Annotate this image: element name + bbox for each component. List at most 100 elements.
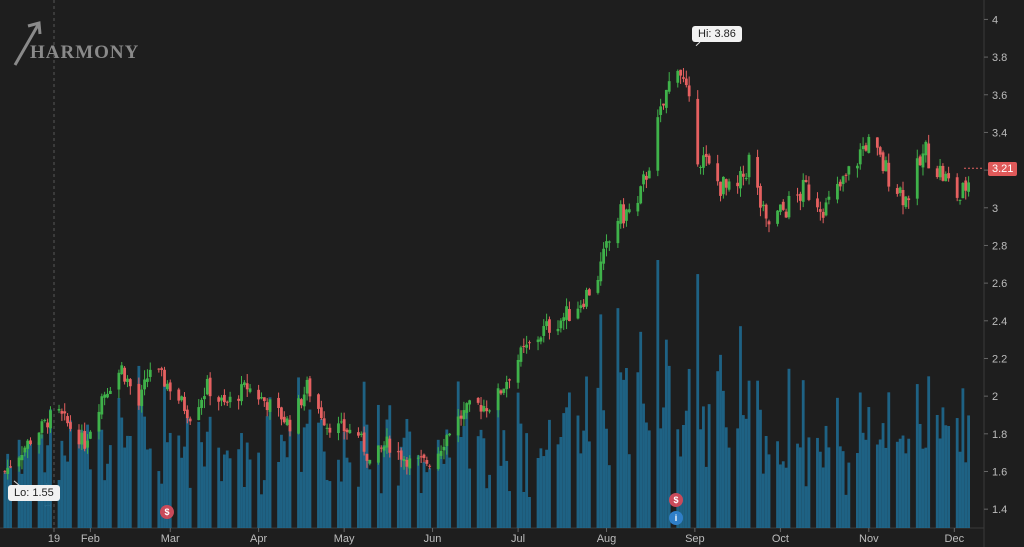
y-tick-label: 3.6 [992, 90, 1007, 102]
candle-body [941, 165, 945, 181]
volume-bar [642, 403, 645, 528]
candle-body [875, 137, 879, 148]
candle-body [468, 400, 472, 405]
volume-bar [756, 380, 760, 528]
candle-body [542, 326, 546, 336]
volume-bar [245, 442, 249, 528]
volume-bar [103, 480, 107, 528]
volume-bar [727, 447, 731, 528]
volume-bar [97, 420, 101, 528]
candle-body [3, 471, 7, 473]
candle-body [927, 143, 931, 169]
volume-bar [482, 438, 486, 528]
candle-body [376, 445, 380, 463]
volume-bar [827, 447, 831, 528]
candle-body [602, 248, 606, 264]
volume-bar [644, 422, 648, 528]
candle-body [365, 453, 369, 461]
volume-bar [918, 423, 922, 528]
x-tick-label: Aug [597, 533, 617, 545]
volume-bar [123, 447, 127, 528]
candle-body [88, 431, 92, 439]
earnings-icon[interactable]: $ [160, 505, 174, 519]
volume-bar [297, 377, 300, 528]
candle-body [288, 419, 292, 432]
volume-bar [40, 434, 44, 528]
candle-body [587, 289, 591, 296]
candle-body [325, 427, 329, 429]
candle-body [168, 382, 172, 392]
volume-bar [941, 407, 945, 528]
volume-bar [528, 497, 531, 528]
candle-body [388, 438, 392, 453]
candle-body [724, 179, 728, 188]
candle-body [317, 394, 320, 409]
candle-body [157, 368, 161, 370]
volume-bar [696, 274, 700, 528]
volume-bar [388, 405, 392, 528]
x-tick-label: Feb [81, 533, 100, 545]
volume-bar [285, 457, 289, 528]
volume-bar [140, 394, 144, 528]
candle-body [761, 204, 765, 207]
volume-bar [337, 459, 340, 528]
candle-body [262, 397, 266, 402]
candle-body [80, 432, 84, 445]
volume-bar [248, 459, 252, 528]
volume-bar [961, 388, 965, 528]
arrow-up-right-icon [13, 21, 42, 66]
candle-body [756, 157, 760, 188]
volume-bar [106, 463, 109, 528]
candle-body [445, 435, 449, 447]
candle-body [106, 393, 109, 398]
candle-body [679, 69, 683, 76]
volume-bar [585, 376, 588, 528]
candle-body [804, 180, 808, 182]
candle-body [342, 419, 346, 432]
candle-body [165, 383, 169, 390]
candle-body [796, 194, 799, 196]
earnings-icon[interactable]: $ [669, 493, 683, 507]
y-tick-label: 3.8 [992, 52, 1007, 64]
candle-body [878, 147, 882, 155]
volume-bar [485, 488, 489, 528]
info-icon[interactable]: i [669, 511, 683, 525]
volume-bar [707, 404, 711, 528]
candle-body [46, 422, 50, 428]
candle-body [479, 405, 483, 412]
candle-body [739, 171, 742, 189]
y-tick-label: 2 [992, 391, 998, 403]
volume-bar [288, 427, 292, 528]
candle-body [516, 359, 520, 383]
candle-body [644, 175, 648, 180]
candle-body [781, 201, 785, 210]
volume-bar [704, 466, 708, 528]
candle-body [26, 440, 30, 449]
x-tick-label: Nov [859, 533, 879, 545]
candle-body [664, 89, 668, 108]
volume-bar [228, 458, 232, 528]
candle-body [659, 106, 663, 115]
candle-body [77, 429, 81, 445]
candle-body [858, 149, 862, 165]
high-price-callout: Hi: 3.86 [692, 26, 742, 42]
candle-body [647, 170, 651, 179]
volume-bar [37, 441, 41, 528]
volume-bar [143, 416, 146, 528]
volume-bar [488, 474, 491, 528]
candle-body [707, 155, 711, 164]
volume-bar [137, 365, 141, 528]
candle-body [967, 182, 970, 192]
candle-body [721, 176, 725, 195]
volume-bar [895, 441, 899, 528]
candle-body [619, 204, 623, 224]
candle-body [545, 321, 549, 327]
volume-bar [317, 422, 320, 528]
volume-bar [165, 442, 169, 528]
volume-bar [587, 441, 591, 528]
volume-bar [798, 447, 802, 528]
candle-body [565, 306, 568, 320]
candle-body [568, 308, 571, 322]
candle-body [103, 394, 107, 398]
